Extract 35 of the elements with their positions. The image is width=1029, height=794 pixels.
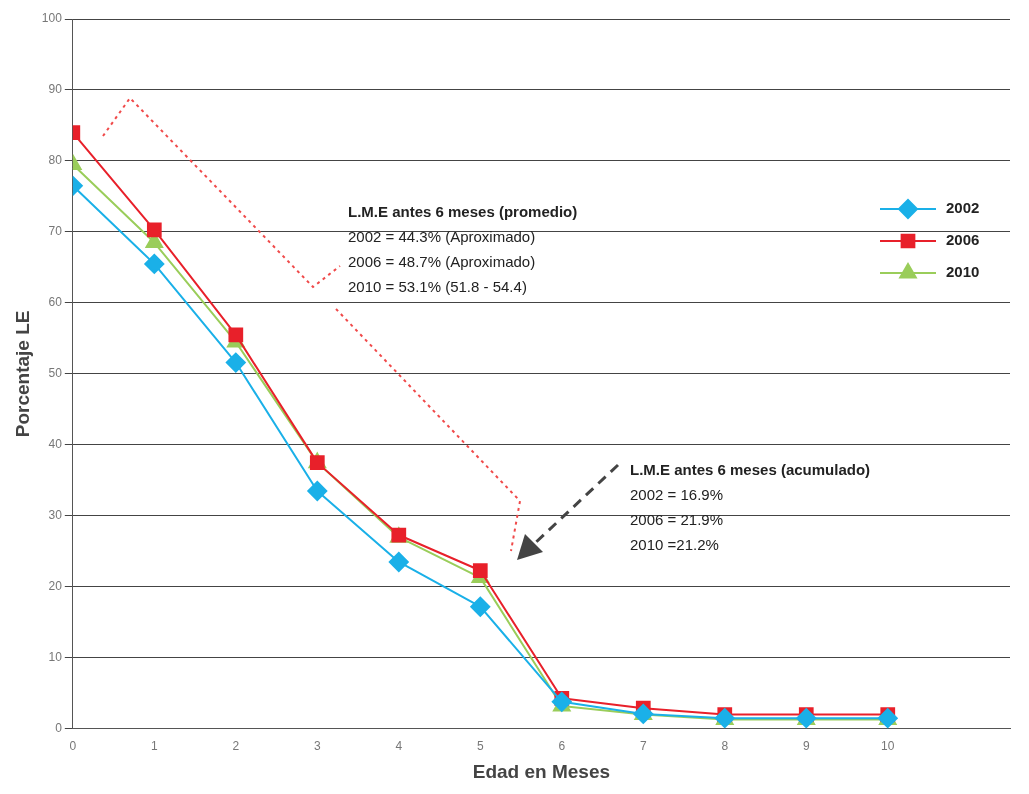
x-axis-title: Edad en Meses [472,760,611,782]
legend-label: 2006 [946,231,980,249]
x-tick-label: 4 [395,739,403,754]
annotation: 2006 = 21.9% [630,511,723,529]
annotation: 2006 = 48.7% (Aproximado) [348,253,536,271]
x-tick-label: 5 [476,739,484,754]
annotation: L.M.E antes 6 meses (acumulado) [630,461,871,479]
legend-label: 2002 [946,199,980,217]
annotation: 2010 = 53.1% (51.8 - 54.4) [348,278,527,296]
y-tick-label: 90 [48,82,63,97]
annotation: L.M.E antes 6 meses (promedio) [348,203,578,221]
x-tick-label: 1 [150,739,158,754]
x-tick-label: 6 [558,739,566,754]
annotation: 2002 = 44.3% (Aproximado) [348,228,536,246]
x-tick-label: 7 [639,739,647,754]
y-axis-title: Porcentaje LE [11,310,33,438]
y-tick-label: 10 [48,650,63,665]
annotation: 2010 =21.2% [630,536,719,554]
x-tick-label: 3 [313,739,321,754]
y-tick-label: 100 [41,11,63,26]
x-tick-label: 10 [881,739,895,754]
y-tick-label: 0 [55,721,63,736]
y-tick-label: 80 [48,153,63,168]
y-tick-label: 50 [48,366,63,381]
x-tick-label: 9 [802,739,810,754]
y-tick-label: 40 [48,437,63,452]
y-tick-label: 30 [48,508,63,523]
x-tick-label: 2 [232,739,240,754]
legend-label: 2010 [946,263,980,281]
y-tick-label: 60 [48,295,63,310]
annotation: 2002 = 16.9% [630,486,723,504]
y-tick-label: 20 [48,579,63,594]
y-tick-label: 70 [48,224,63,239]
x-tick-label: 8 [721,739,729,754]
x-tick-label: 0 [69,739,77,754]
